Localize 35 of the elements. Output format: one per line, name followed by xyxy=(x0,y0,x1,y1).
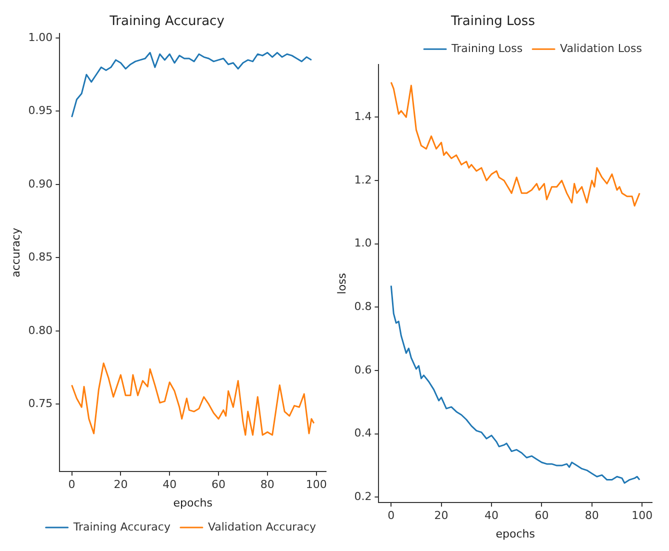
legend-label: Training Loss xyxy=(450,42,523,55)
y-tick-label: 0.80 xyxy=(28,324,53,337)
chart-title: Training Accuracy xyxy=(108,14,225,30)
x-axis-title: epochs xyxy=(173,496,213,510)
y-tick-label: 0.2 xyxy=(354,490,372,504)
legend-label: Validation Loss xyxy=(560,42,642,55)
y-tick-label: 0.90 xyxy=(28,177,53,190)
y-tick-label: 0.8 xyxy=(354,300,372,314)
y-axis-title: loss xyxy=(335,272,348,294)
x-tick-label: 80 xyxy=(584,509,599,522)
chart-title: Training Loss xyxy=(450,14,536,30)
x-tick-label: 20 xyxy=(434,509,448,522)
x-tick-label: 40 xyxy=(484,509,499,522)
x-tick-label: 100 xyxy=(306,478,327,492)
y-tick-label: 0.6 xyxy=(354,363,372,376)
legend-label: Training Accuracy xyxy=(72,520,171,534)
y-tick-label: 0.4 xyxy=(354,426,372,440)
x-tick-label: 20 xyxy=(114,478,128,492)
y-tick-label: 1.0 xyxy=(354,236,372,250)
x-tick-label: 60 xyxy=(212,478,226,492)
legend-label: Validation Accuracy xyxy=(208,520,316,534)
x-tick-label: 80 xyxy=(260,478,274,492)
x-tick-label: 0 xyxy=(68,478,76,492)
x-tick-label: 60 xyxy=(534,509,549,522)
y-axis-title: accuracy xyxy=(9,227,22,278)
y-tick-label: 1.4 xyxy=(354,110,372,124)
y-tick-label: 1.2 xyxy=(354,173,372,186)
y-tick-label: 1.00 xyxy=(28,30,53,44)
x-tick-label: 100 xyxy=(632,509,653,522)
y-tick-label: 0.75 xyxy=(28,397,53,410)
x-tick-label: 0 xyxy=(388,509,395,522)
x-tick-label: 40 xyxy=(162,478,177,492)
x-axis-title: epochs xyxy=(496,527,536,540)
y-tick-label: 0.85 xyxy=(28,250,53,264)
y-tick-label: 0.95 xyxy=(28,104,53,118)
